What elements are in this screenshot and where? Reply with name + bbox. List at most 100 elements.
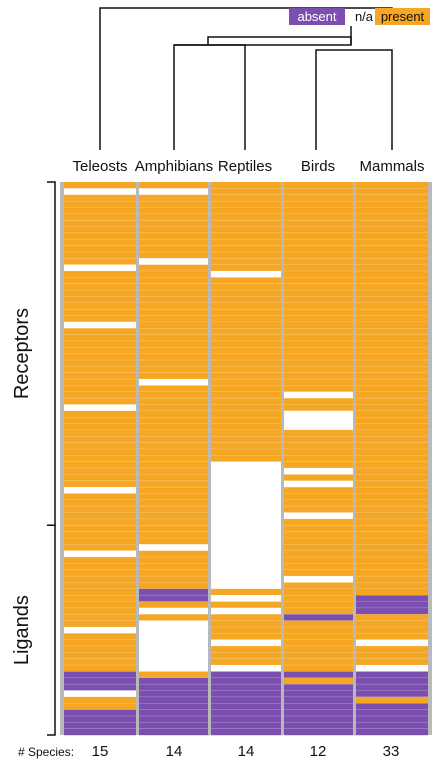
- heatmap-cell: [211, 639, 283, 647]
- heatmap-cell: [211, 410, 283, 418]
- heatmap-cell: [64, 639, 136, 647]
- heatmap-cell: [64, 563, 136, 570]
- heatmap-cell: [356, 493, 428, 501]
- heatmap-cell: [139, 302, 211, 310]
- heatmap-cell: [139, 652, 211, 659]
- heatmap-cell: [211, 620, 283, 628]
- heatmap-cell: [211, 537, 283, 545]
- heatmap-cell: [64, 506, 136, 513]
- heatmap-cell: [139, 334, 211, 342]
- bracket-receptors: [47, 181, 56, 526]
- heatmap-cell: [356, 652, 428, 659]
- heatmap-cell: [139, 270, 211, 278]
- heatmap-cell: [211, 588, 283, 596]
- heatmap-cell: [284, 671, 356, 678]
- heatmap-cell: [64, 391, 136, 399]
- heatmap-cell: [356, 309, 428, 316]
- heatmap-cell: [64, 436, 136, 443]
- heatmap-cell: [284, 194, 356, 202]
- heatmap-cell: [284, 652, 356, 659]
- heatmap-cell: [139, 525, 211, 532]
- heatmap-cell: [211, 188, 283, 195]
- heatmap-cell: [139, 442, 211, 450]
- heatmap-cell: [211, 512, 283, 520]
- heatmap-cell: [356, 385, 428, 392]
- heatmap-cell: [211, 461, 283, 469]
- heatmap-cell: [64, 690, 136, 698]
- species-counts: # Species: 15 14 14 12 33: [18, 743, 399, 760]
- heatmap-cell: [211, 677, 283, 685]
- heatmap-cell: [284, 277, 356, 284]
- heatmap-cell: [284, 614, 356, 621]
- heatmap-cell: [211, 550, 283, 558]
- heatmap-cell: [64, 213, 136, 221]
- heatmap-cell: [356, 315, 428, 323]
- heatmap-cell: [356, 429, 428, 437]
- heatmap-cell: [64, 302, 136, 310]
- heatmap-cell: [139, 665, 211, 672]
- heatmap-cell: [284, 379, 356, 386]
- heatmap-cell: [356, 480, 428, 488]
- heatmap-cell: [139, 550, 211, 558]
- heatmap-cell: [284, 182, 356, 189]
- heatmap-cell: [356, 213, 428, 221]
- legend-present-swatch: [375, 8, 430, 25]
- heatmap-cell: [211, 366, 283, 373]
- heatmap-cell: [356, 614, 428, 621]
- heatmap-cell: [284, 290, 356, 297]
- heatmap-cell: [64, 239, 136, 246]
- heatmap-cell: [64, 340, 136, 348]
- heatmap-cell: [211, 232, 283, 240]
- heatmap-cell: [284, 398, 356, 405]
- heatmap-cell: [64, 264, 136, 272]
- legend-absent-label: absent: [297, 9, 337, 24]
- heatmap-cell: [64, 658, 136, 666]
- heatmap-cell: [64, 410, 136, 418]
- heatmap-cell: [284, 607, 356, 615]
- heatmap-cell: [356, 518, 428, 526]
- heatmap-cell: [356, 474, 428, 481]
- heatmap-cell: [64, 207, 136, 214]
- heatmap-cell: [356, 423, 428, 431]
- heatmap-cell: [356, 557, 428, 564]
- heatmap-cell: [64, 385, 136, 392]
- heatmap-cell: [284, 385, 356, 392]
- heatmap-cell: [211, 601, 283, 609]
- heatmap-cell: [284, 207, 356, 214]
- heatmap-cell: [284, 461, 356, 469]
- dendrogram: [99, 7, 393, 150]
- heatmap-cell: [139, 557, 211, 564]
- heatmap-cell: [64, 518, 136, 526]
- heatmap-cell: [64, 595, 136, 602]
- heatmap-cell: [64, 277, 136, 284]
- heatmap-cell: [139, 182, 211, 189]
- heatmap-cell: [356, 290, 428, 297]
- heatmap-cell: [139, 506, 211, 513]
- heatmap-cell: [139, 563, 211, 570]
- species-count-teleosts: 15: [92, 743, 109, 760]
- heatmap-cell: [139, 436, 211, 443]
- heatmap-cell: [211, 436, 283, 443]
- heatmap-cell: [211, 379, 283, 386]
- heatmap-cell: [139, 340, 211, 348]
- heatmap-cell: [211, 715, 283, 723]
- column-label-mammals: Mammals: [359, 158, 424, 175]
- heatmap-cell: [139, 595, 211, 602]
- heatmap-cell: [139, 696, 211, 704]
- heatmap-cell: [211, 728, 283, 736]
- heatmap-cell: [356, 665, 428, 672]
- heatmap-cell: [139, 448, 211, 456]
- heatmap-cell: [139, 201, 211, 208]
- heatmap-cell: [284, 525, 356, 532]
- heatmap-cell: [139, 321, 211, 329]
- heatmap-cell: [139, 518, 211, 526]
- heatmap-cell: [139, 290, 211, 297]
- heatmap-cell: [139, 404, 211, 412]
- heatmap-cell: [356, 328, 428, 335]
- heatmap-cell: [64, 626, 136, 634]
- heatmap-cell: [211, 182, 283, 189]
- heatmap-cell: [64, 321, 136, 329]
- heatmap-cell: [211, 455, 283, 462]
- heatmap-cell: [139, 417, 211, 424]
- heatmap-cell: [211, 525, 283, 532]
